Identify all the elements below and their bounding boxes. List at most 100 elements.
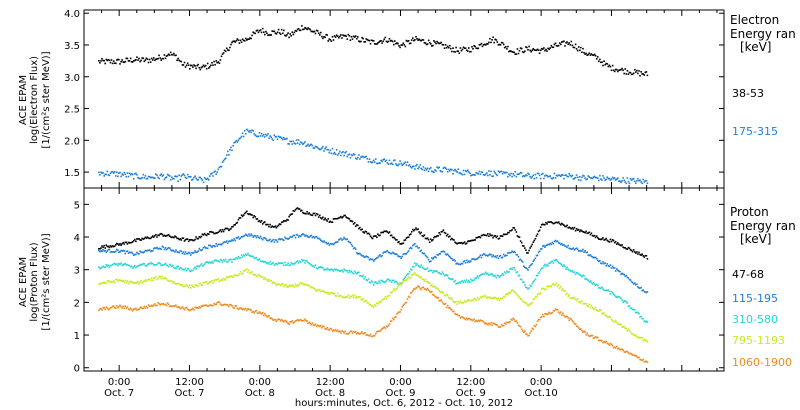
electron-point-38-53 (164, 57, 167, 60)
proton-point-795-1193 (160, 277, 162, 280)
electron-point-38-53 (155, 58, 157, 61)
proton-point-795-1193 (292, 284, 295, 287)
proton-point-310-580 (415, 264, 417, 266)
proton-point-47-68 (589, 233, 592, 236)
electron-point-175-315 (639, 179, 641, 181)
electron-point-38-53 (599, 58, 601, 61)
proton-point-310-580 (176, 266, 178, 268)
electron-point-175-315 (488, 170, 490, 172)
proton-point-1060-1900 (414, 288, 416, 290)
electron-point-38-53 (127, 60, 130, 62)
proton-point-47-68 (223, 228, 226, 231)
proton-point-115-195 (582, 248, 584, 251)
proton-point-795-1193 (507, 293, 509, 296)
proton-point-47-68 (155, 234, 157, 236)
proton-point-795-1193 (588, 303, 591, 306)
proton-point-47-68 (221, 229, 224, 231)
proton-point-1060-1900 (267, 316, 269, 318)
proton-point-795-1193 (375, 305, 377, 307)
proton-point-1060-1900 (174, 305, 176, 307)
proton-point-115-195 (288, 237, 290, 240)
proton-point-1060-1900 (214, 303, 216, 306)
proton-point-115-195 (617, 269, 619, 272)
electron-point-38-53 (624, 68, 626, 70)
proton-point-1060-1900 (249, 308, 251, 311)
proton-point-310-580 (462, 281, 465, 283)
proton-point-310-580 (153, 264, 155, 266)
electron-point-38-53 (309, 28, 312, 31)
proton-point-310-580 (126, 264, 129, 266)
proton-point-795-1193 (237, 274, 240, 277)
electron-point-38-53 (390, 39, 393, 42)
proton-point-1060-1900 (128, 308, 131, 311)
proton-point-47-68 (336, 217, 339, 220)
proton-point-310-580 (326, 267, 328, 270)
proton-point-115-195 (585, 251, 587, 254)
proton-point-47-68 (267, 223, 269, 226)
proton-point-310-580 (494, 275, 496, 277)
proton-point-310-580 (586, 278, 588, 281)
electron-point-175-315 (296, 142, 299, 144)
proton-point-47-68 (557, 221, 560, 223)
proton-point-795-1193 (408, 277, 411, 280)
electron-point-38-53 (186, 62, 189, 65)
electron-point-38-53 (198, 66, 201, 69)
proton-point-1060-1900 (319, 325, 321, 328)
proton-point-310-580 (406, 273, 409, 275)
proton-point-47-68 (402, 242, 405, 244)
proton-point-310-580 (385, 279, 388, 282)
proton-point-1060-1900 (233, 307, 235, 309)
electron-point-38-53 (441, 43, 444, 46)
proton-point-115-195 (561, 242, 563, 245)
proton-point-47-68 (140, 239, 142, 241)
proton-point-310-580 (412, 266, 414, 268)
proton-point-1060-1900 (301, 320, 303, 322)
electron-point-38-53 (364, 41, 366, 43)
electron-point-38-53 (600, 61, 602, 64)
proton-point-47-68 (509, 230, 511, 232)
proton-point-1060-1900 (230, 304, 232, 306)
proton-point-1060-1900 (342, 330, 344, 333)
proton-point-115-195 (560, 243, 562, 246)
proton-point-115-195 (264, 237, 266, 239)
proton-point-310-580 (108, 266, 111, 268)
electron-point-38-53 (138, 57, 140, 60)
proton-point-795-1193 (540, 288, 543, 290)
proton-point-795-1193 (557, 284, 560, 286)
proton-point-47-68 (261, 223, 264, 225)
proton-point-310-580 (241, 256, 244, 258)
electron-point-38-53 (304, 26, 306, 29)
electron-point-175-315 (499, 170, 502, 173)
proton-point-47-68 (561, 222, 563, 225)
proton-point-115-195 (348, 241, 351, 243)
proton-point-795-1193 (611, 319, 614, 322)
proton-point-115-195 (156, 246, 158, 249)
electron-point-38-53 (357, 36, 359, 38)
proton-point-795-1193 (358, 296, 360, 298)
proton-point-1060-1900 (515, 320, 518, 322)
electron-point-175-315 (474, 174, 476, 176)
proton-point-115-195 (460, 262, 463, 265)
proton-point-310-580 (636, 311, 638, 314)
electron-point-38-53 (404, 45, 407, 48)
proton-point-115-195 (632, 283, 635, 285)
proton-point-115-195 (263, 237, 265, 239)
proton-point-1060-1900 (418, 286, 420, 288)
electron-point-175-315 (424, 167, 427, 170)
electron-point-38-53 (419, 39, 421, 42)
proton-point-310-580 (571, 269, 574, 272)
proton-point-310-580 (526, 286, 528, 289)
proton-point-1060-1900 (254, 310, 257, 313)
electron-point-175-315 (100, 171, 102, 174)
proton-point-115-195 (127, 252, 130, 254)
proton-point-115-195 (478, 256, 481, 258)
proton-point-47-68 (301, 209, 303, 212)
proton-point-310-580 (502, 274, 505, 276)
proton-point-47-68 (530, 245, 532, 248)
proton-point-47-68 (412, 228, 414, 231)
proton-point-1060-1900 (336, 329, 339, 332)
proton-point-1060-1900 (154, 303, 156, 305)
proton-point-1060-1900 (512, 317, 514, 320)
proton-point-1060-1900 (295, 319, 298, 322)
electron-point-175-315 (240, 135, 243, 138)
